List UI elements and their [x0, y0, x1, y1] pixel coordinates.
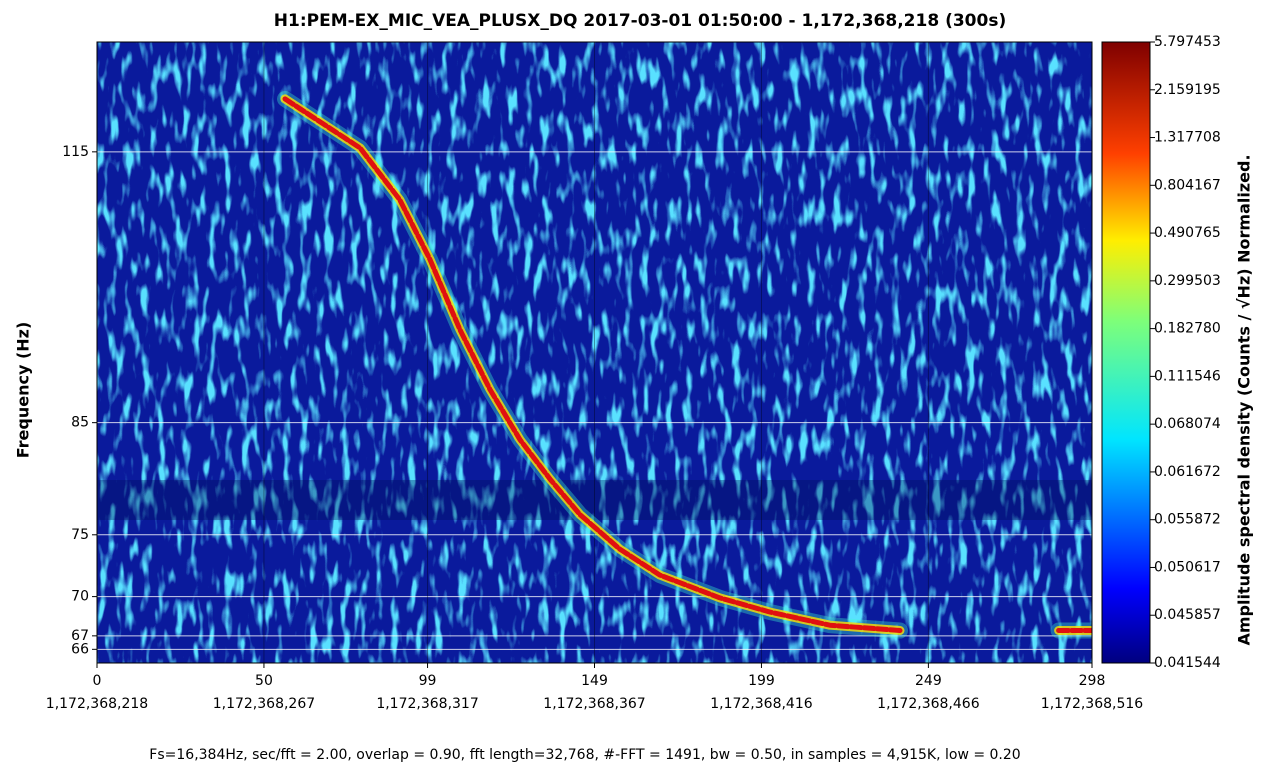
- x-tick-label: 298: [1079, 673, 1106, 689]
- chart-title: H1:PEM-EX_MIC_VEA_PLUSX_DQ 2017-03-01 01…: [274, 11, 1006, 31]
- colorbar-tick-label: 0.299503: [1154, 273, 1221, 289]
- x-tick-time: 1,172,368,267: [213, 696, 315, 712]
- x-tick-label: 99: [419, 673, 437, 689]
- colorbar-tick-label: 0.804167: [1154, 177, 1221, 193]
- y-tick-label: 85: [71, 415, 89, 431]
- plot-layer: [97, 42, 1092, 663]
- colorbar-tick-label: 0.068074: [1154, 416, 1221, 432]
- chirp-track: [282, 96, 1092, 633]
- x-tick-label: 0: [93, 673, 102, 689]
- x-tick-time: 1,172,368,367: [543, 696, 645, 712]
- colorbar-tick-label: 0.182780: [1154, 321, 1221, 337]
- x-tick-label: 199: [748, 673, 775, 689]
- y-tick-label: 75: [71, 527, 89, 543]
- footnote: Fs=16,384Hz, sec/fft = 2.00, overlap = 0…: [149, 747, 1020, 763]
- colorbar-label: Amplitude spectral density (Counts / √Hz…: [1235, 154, 1254, 645]
- y-axis-label: Frequency (Hz): [14, 322, 33, 459]
- x-tick-label: 149: [581, 673, 608, 689]
- noise-band: [97, 480, 1092, 520]
- x-tick-time: 1,172,368,218: [46, 696, 148, 712]
- plot-frame: [96, 41, 1093, 664]
- y-tick-label: 115: [62, 144, 89, 160]
- colorbar-tick-label: 0.490765: [1154, 225, 1221, 241]
- colorbar-tick-label: 0.055872: [1154, 512, 1221, 528]
- y-tick-label: 67: [71, 628, 89, 644]
- x-tick-label: 249: [915, 673, 942, 689]
- colorbar-tick-label: 0.041544: [1154, 655, 1221, 671]
- noise-texture: [97, 42, 1092, 663]
- x-tick-time: 1,172,368,466: [877, 696, 980, 712]
- colorbar-tick-label: 0.045857: [1154, 607, 1221, 623]
- x-tick-time: 1,172,368,317: [376, 696, 478, 712]
- colorbar-tick-label: 5.797453: [1154, 34, 1221, 50]
- x-tick-label: 50: [255, 673, 273, 689]
- y-tick-label: 66: [71, 641, 89, 657]
- colorbar-tick-label: 2.159195: [1154, 82, 1221, 98]
- y-tick-label: 70: [71, 589, 89, 605]
- colorbar-tick-label: 0.061672: [1154, 464, 1221, 480]
- x-tick-time: 1,172,368,416: [710, 696, 813, 712]
- colorbar-tick-label: 1.317708: [1154, 130, 1221, 146]
- colorbar-tick-label: 0.111546: [1154, 368, 1221, 384]
- x-tick-time: 1,172,368,516: [1041, 696, 1144, 712]
- colorbar-tick-label: 0.050617: [1154, 559, 1221, 575]
- colorbar: [1101, 41, 1151, 664]
